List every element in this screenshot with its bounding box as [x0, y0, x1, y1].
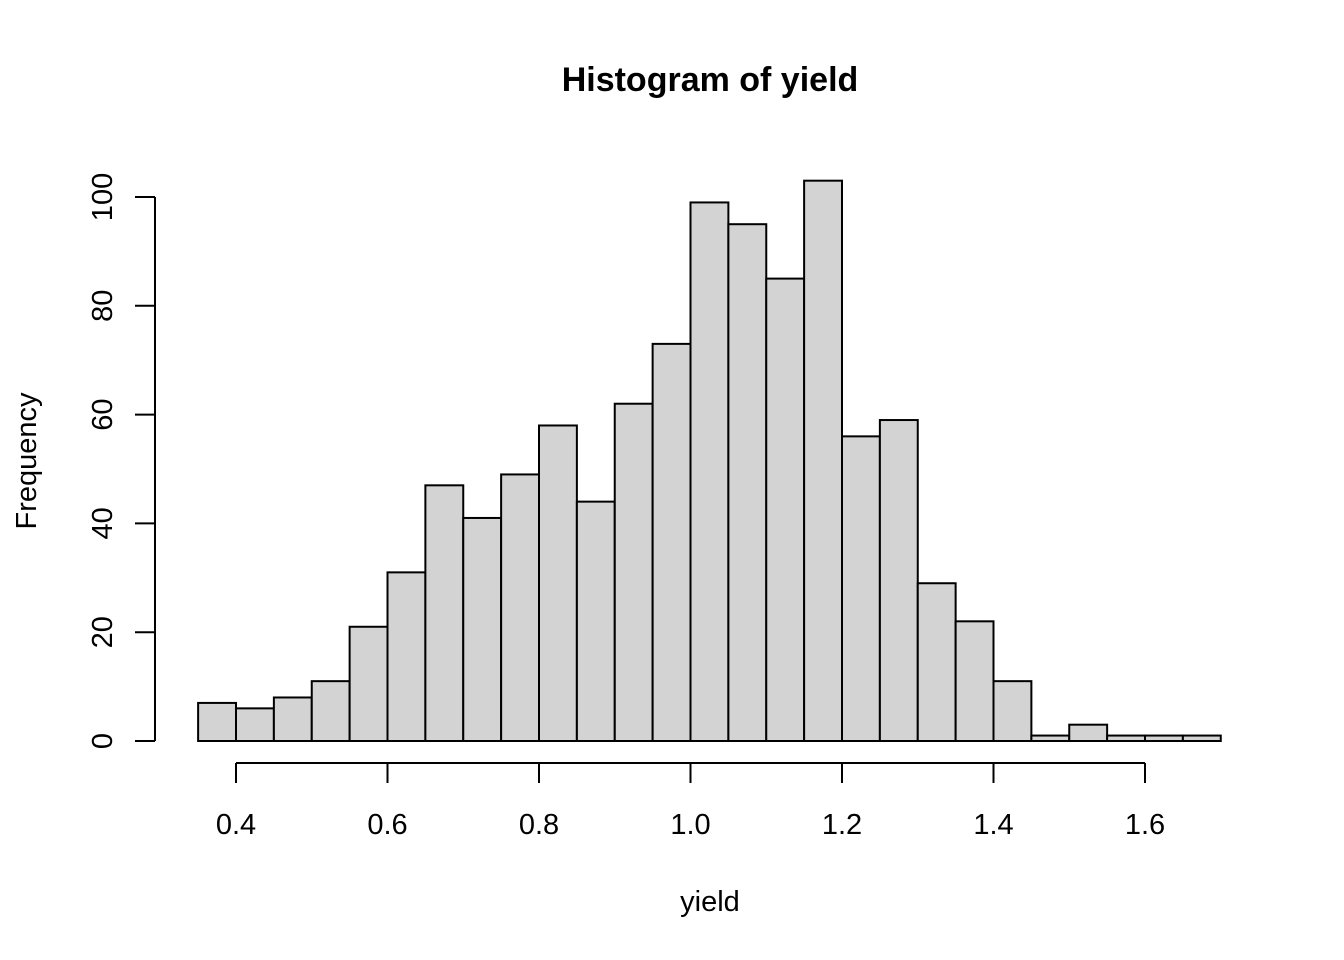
- histogram-bar: [954, 620, 995, 743]
- histogram-bar: [1181, 734, 1222, 742]
- histogram-bar: [348, 625, 389, 743]
- histogram-bar: [651, 342, 692, 742]
- y-tick-label: 20: [87, 616, 119, 648]
- chart-title: Histogram of yield: [562, 61, 859, 99]
- histogram-bar: [575, 500, 616, 743]
- y-axis: 0 20 40 60 80 100: [87, 173, 156, 749]
- histogram-bar: [1068, 723, 1109, 742]
- y-tick-label: 100: [87, 173, 119, 221]
- histogram-bar: [765, 277, 806, 742]
- x-axis: 0.4 0.6 0.8 1.0 1.2 1.4 1.6: [216, 762, 1165, 841]
- histogram-bar: [462, 516, 503, 743]
- x-tick-label: 1.2: [822, 809, 862, 841]
- histogram-bar: [841, 435, 881, 742]
- histogram-bar: [310, 680, 351, 742]
- histogram-bar: [197, 701, 237, 742]
- histogram-bar: [235, 707, 275, 742]
- histogram-bar: [500, 473, 541, 742]
- y-tick-label: 60: [87, 398, 119, 430]
- histogram-bar: [386, 571, 427, 742]
- y-axis-label: Frequency: [11, 392, 43, 530]
- x-tick-label: 1.4: [973, 809, 1013, 841]
- histogram-bar: [689, 201, 730, 742]
- histogram-bar: [613, 402, 654, 742]
- histogram-bar: [272, 696, 313, 742]
- y-tick-label: 80: [87, 290, 119, 322]
- histogram-bar: [992, 680, 1033, 742]
- x-tick-label: 1.0: [670, 809, 710, 841]
- x-axis-label: yield: [680, 886, 740, 918]
- histogram-bar: [916, 582, 957, 742]
- x-tick-label: 0.4: [216, 809, 256, 841]
- histogram-bar: [803, 179, 843, 742]
- histogram-bar: [878, 419, 919, 742]
- y-tick-label: 40: [87, 507, 119, 539]
- y-tick-label: 0: [87, 733, 119, 749]
- x-tick-label: 0.6: [367, 809, 407, 841]
- histogram-bar: [538, 424, 578, 742]
- histogram-bar: [1144, 734, 1184, 742]
- histogram-bar: [1106, 734, 1147, 742]
- x-tick-label: 0.8: [519, 809, 559, 841]
- x-tick-label: 1.6: [1125, 809, 1165, 841]
- histogram-bar: [1030, 734, 1071, 742]
- histogram-bar: [727, 223, 768, 742]
- histogram-bar: [424, 484, 465, 742]
- histogram-bars: [197, 179, 1222, 743]
